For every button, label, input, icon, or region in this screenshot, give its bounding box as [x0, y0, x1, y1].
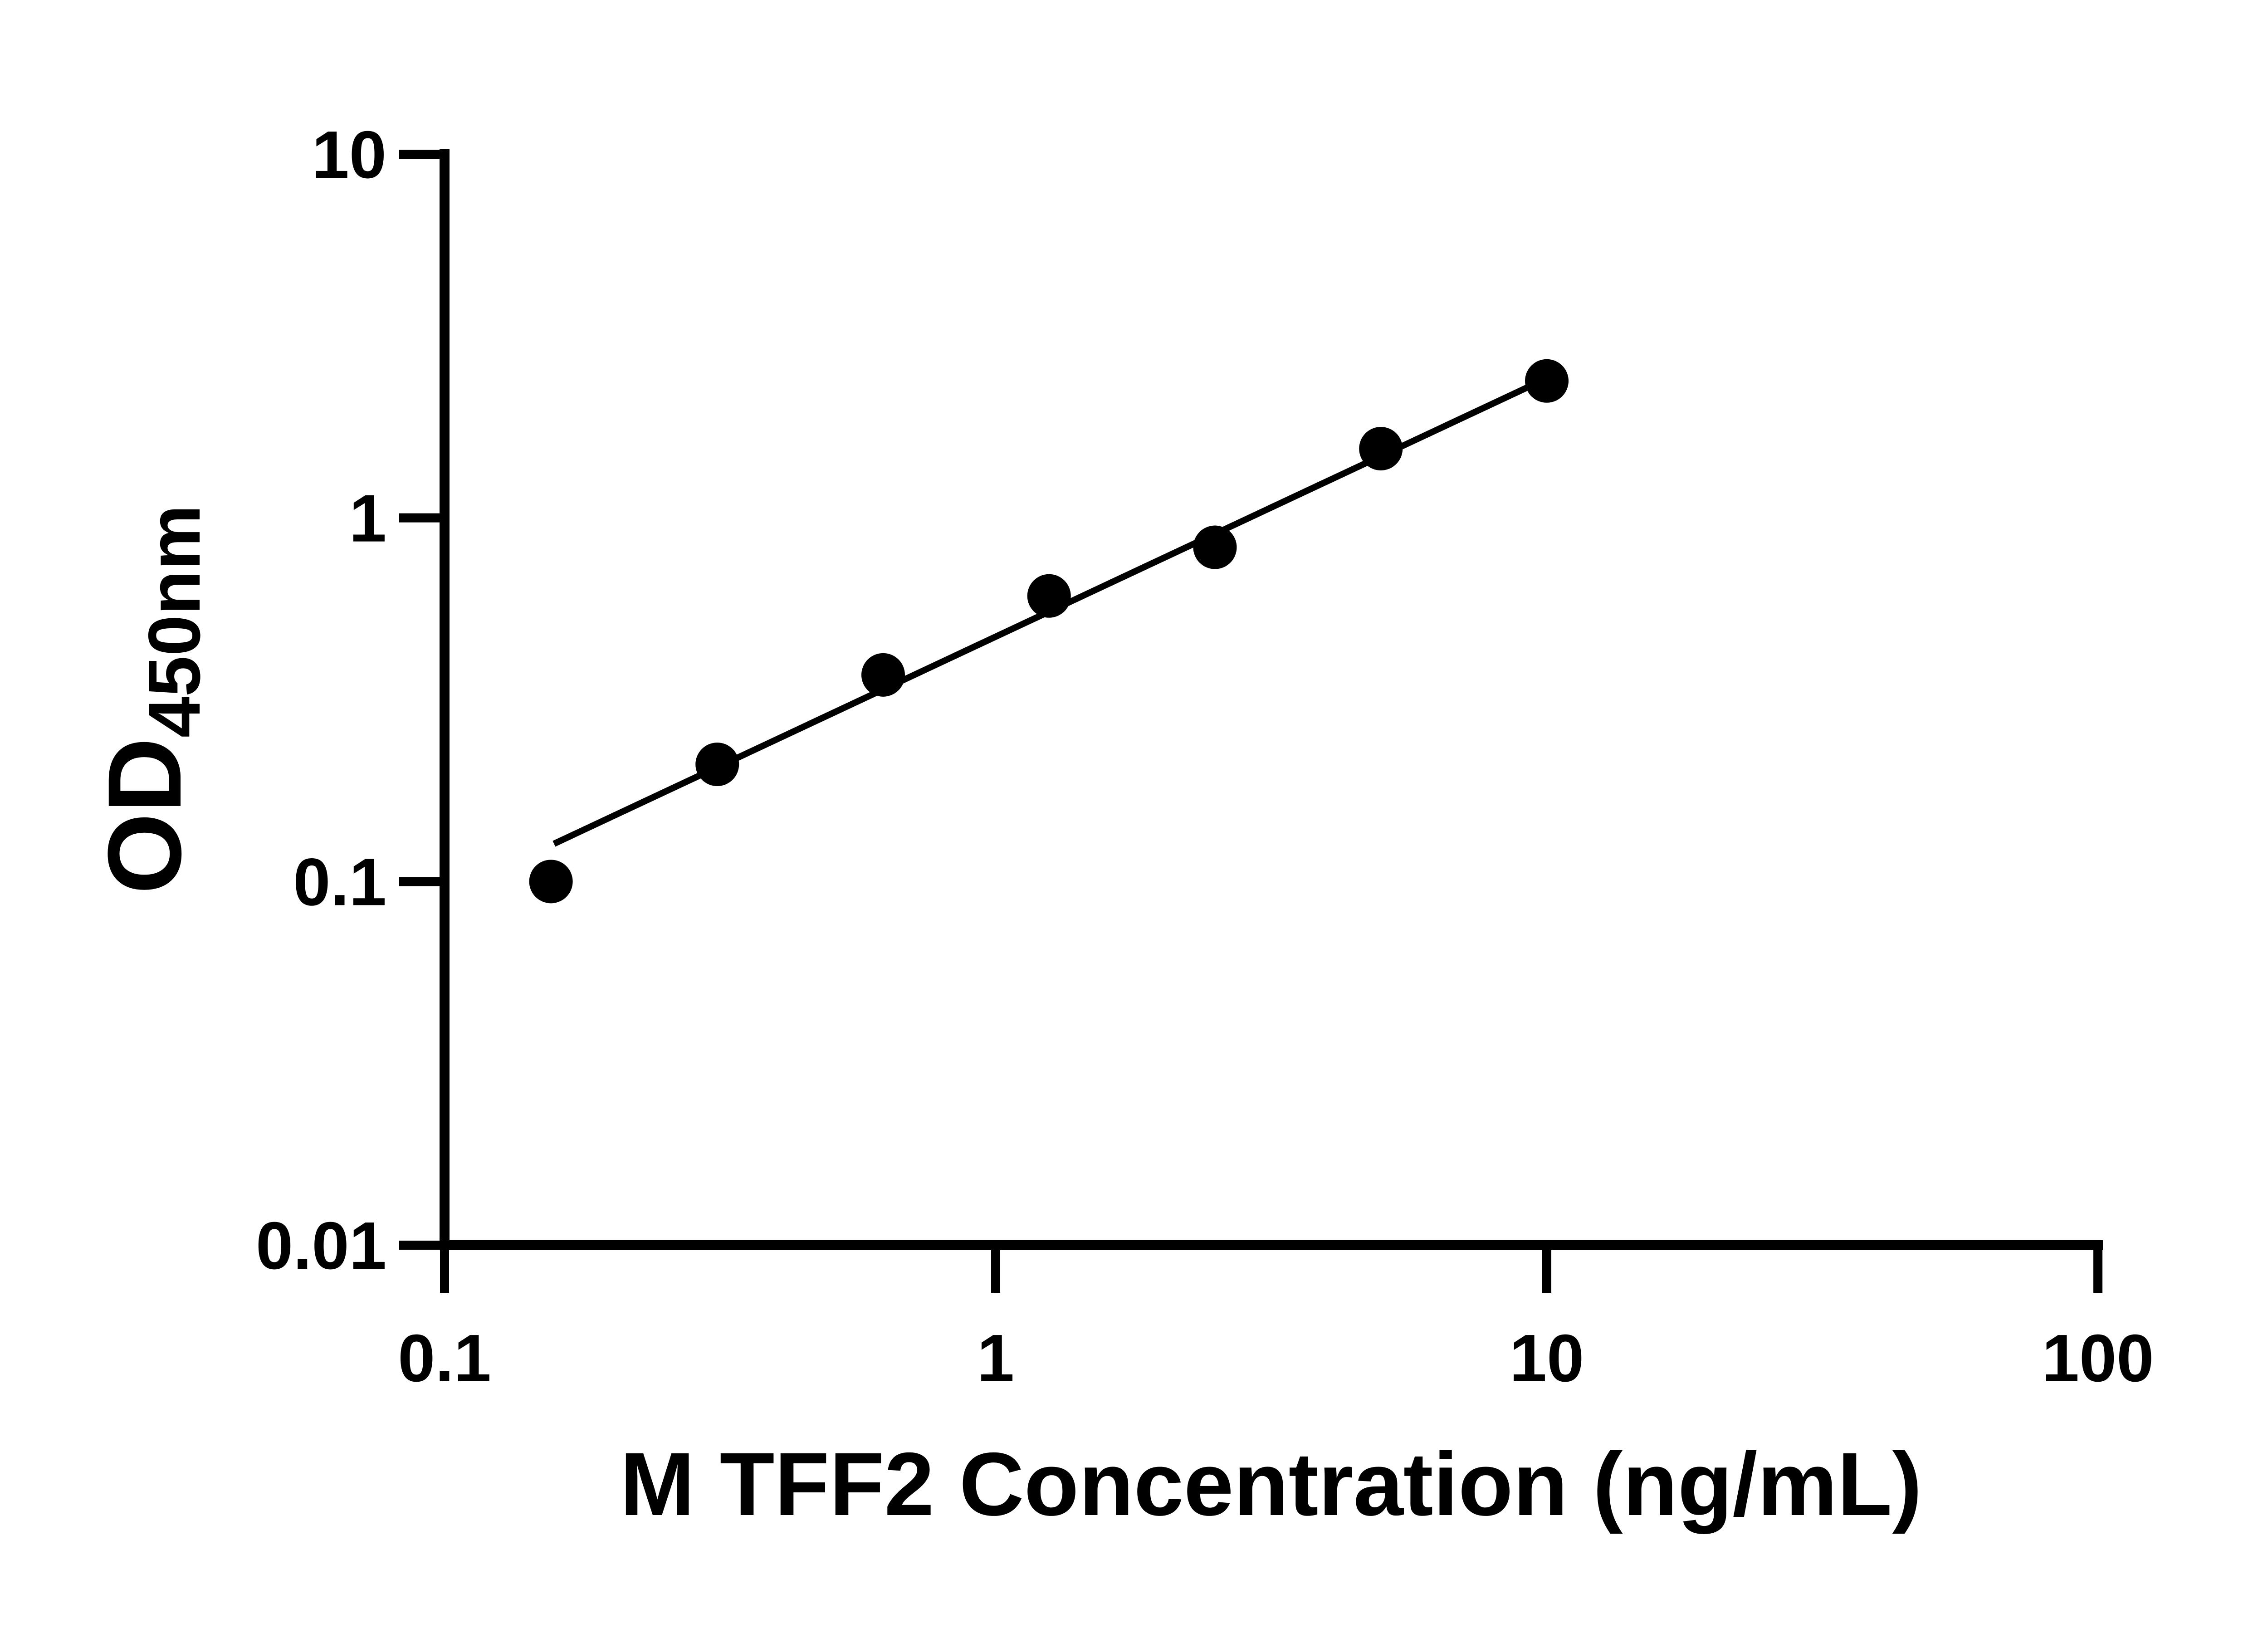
y-tick-label: 1: [349, 481, 386, 556]
y-axis-title-main: OD: [86, 738, 203, 894]
data-point: [1359, 427, 1403, 471]
data-point: [1193, 525, 1237, 569]
data-point: [695, 743, 739, 787]
x-tick-label: 0.1: [398, 1321, 491, 1396]
y-tick-label: 0.1: [293, 845, 386, 919]
x-axis-title: M TFF2 Concentration (ng/mL): [620, 1434, 1922, 1534]
y-axis-title: OD450nm: [86, 505, 215, 894]
data-point: [529, 860, 573, 904]
data-point: [1525, 359, 1569, 403]
y-tick-label: 10: [312, 117, 386, 192]
data-point: [861, 653, 905, 697]
x-tick-label: 10: [1510, 1321, 1584, 1396]
y-axis-title-subscript: 450nm: [133, 505, 215, 738]
x-tick-label: 100: [2042, 1321, 2154, 1396]
axis-ticks: [399, 150, 2102, 1293]
y-tick-label: 0.01: [256, 1208, 386, 1283]
data-points-layer: [529, 359, 1569, 904]
axes: [440, 149, 2103, 1250]
x-tick-label: 1: [977, 1321, 1014, 1396]
data-point: [1027, 574, 1071, 618]
